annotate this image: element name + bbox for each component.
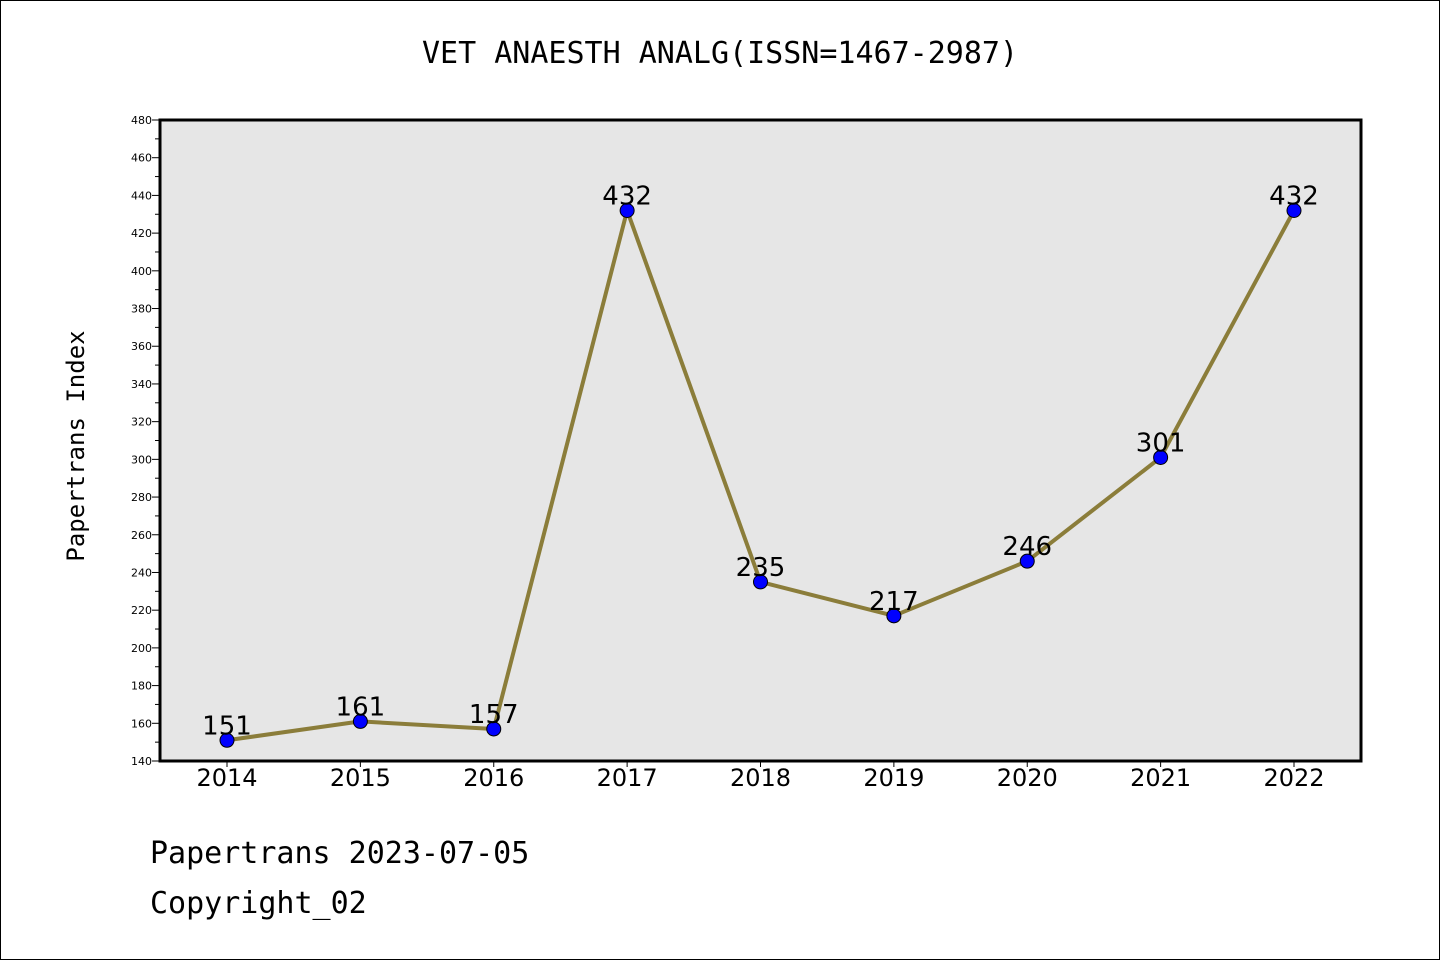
x-tick-label: 2015 — [330, 764, 391, 792]
y-tick-label: 280 — [131, 491, 152, 504]
y-tick-label: 260 — [131, 529, 152, 542]
y-tick-label: 440 — [131, 189, 152, 202]
data-point — [1019, 553, 1035, 569]
footer-copyright: Copyright_02 — [150, 886, 367, 921]
y-tick-label: 240 — [131, 566, 152, 579]
data-point — [886, 608, 902, 624]
data-label: 161 — [336, 692, 386, 722]
y-tick-label: 460 — [131, 152, 152, 165]
data-point — [219, 732, 235, 748]
data-point — [753, 574, 768, 590]
plot-border — [158, 118, 1363, 763]
data-label: 432 — [1269, 181, 1319, 211]
x-tick-label: 2017 — [597, 764, 658, 792]
data-point — [486, 721, 502, 737]
x-tick-label: 2016 — [463, 764, 524, 792]
y-tick-label: 420 — [131, 227, 152, 240]
x-tick-label: 2020 — [997, 764, 1058, 792]
data-point — [619, 202, 635, 218]
chart-title: VET ANAESTH ANALG(ISSN=1467-2987) — [421, 36, 1019, 71]
y-tick-label: 140 — [131, 755, 152, 768]
y-tick-label: 380 — [131, 303, 152, 316]
data-label: 432 — [602, 181, 652, 211]
x-tick-label: 2018 — [730, 764, 791, 792]
data-point — [1286, 202, 1302, 218]
y-tick-label: 160 — [131, 717, 152, 730]
y-tick-label: 180 — [131, 680, 152, 693]
x-tick-label: 2022 — [1263, 764, 1324, 792]
y-tick-label: 220 — [131, 604, 152, 617]
x-tick-label: 2014 — [196, 764, 257, 792]
x-tick-label: 2021 — [1130, 764, 1191, 792]
plot-area — [160, 120, 1361, 761]
data-point — [1153, 449, 1169, 465]
x-tick-label: 2019 — [863, 764, 924, 792]
data-label: 246 — [1002, 532, 1052, 562]
footer-date: Papertrans 2023-07-05 — [150, 836, 530, 871]
y-tick-label: 340 — [131, 378, 152, 391]
data-label: 157 — [469, 700, 519, 730]
y-tick-label: 480 — [131, 114, 152, 127]
y-tick-label: 320 — [131, 416, 152, 429]
data-label: 235 — [736, 553, 786, 583]
data-label: 151 — [202, 711, 252, 741]
data-point — [352, 713, 368, 729]
y-tick-label: 400 — [131, 265, 152, 278]
data-label: 217 — [869, 587, 919, 617]
data-label: 301 — [1136, 428, 1186, 458]
y-tick-label: 300 — [131, 453, 152, 466]
y-tick-label: 200 — [131, 642, 152, 655]
y-tick-label: 360 — [131, 340, 152, 353]
